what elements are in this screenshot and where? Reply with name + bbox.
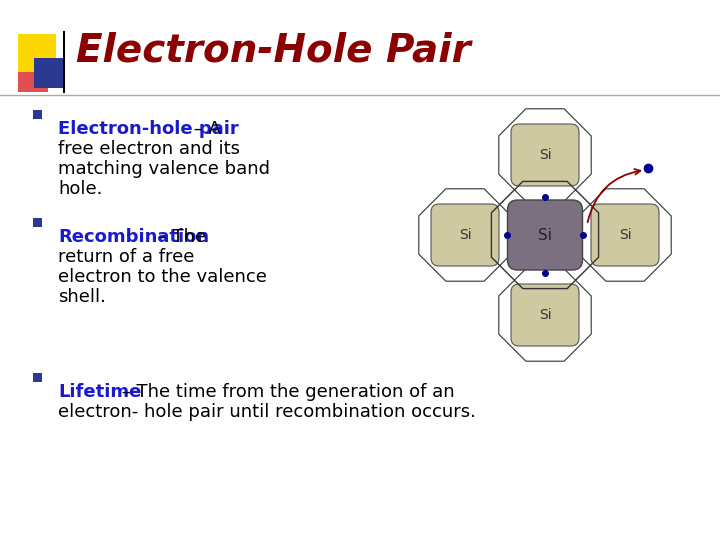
Bar [33,218,42,227]
Text: Si: Si [539,308,552,322]
Text: return of a free: return of a free [58,248,194,266]
FancyBboxPatch shape [511,284,579,346]
FancyBboxPatch shape [508,200,582,270]
Text: Electron-Hole Pair: Electron-Hole Pair [76,31,471,69]
Bar [33,110,42,119]
Text: electron- hole pair until recombination occurs.: electron- hole pair until recombination … [58,403,476,421]
Text: Electron-hole pair: Electron-hole pair [58,120,239,138]
Text: – A: – A [188,120,220,138]
Text: – The: – The [152,228,206,246]
Bar [18,34,56,72]
Text: Si: Si [618,228,631,242]
Text: Recombination: Recombination [58,228,209,246]
FancyBboxPatch shape [431,204,499,266]
Text: – The time from the generation of an: – The time from the generation of an [116,383,454,401]
Bar [18,66,48,92]
Text: electron to the valence: electron to the valence [58,268,267,286]
Text: Si: Si [539,148,552,162]
FancyBboxPatch shape [511,124,579,186]
Text: free electron and its: free electron and its [58,140,240,158]
Text: Si: Si [538,227,552,242]
Text: Si: Si [459,228,472,242]
Bar [34,58,64,88]
FancyBboxPatch shape [591,204,659,266]
Text: Lifetime: Lifetime [58,383,141,401]
Text: shell.: shell. [58,288,106,306]
Text: hole.: hole. [58,180,102,198]
Text: matching valence band: matching valence band [58,160,270,178]
Bar [33,373,42,382]
